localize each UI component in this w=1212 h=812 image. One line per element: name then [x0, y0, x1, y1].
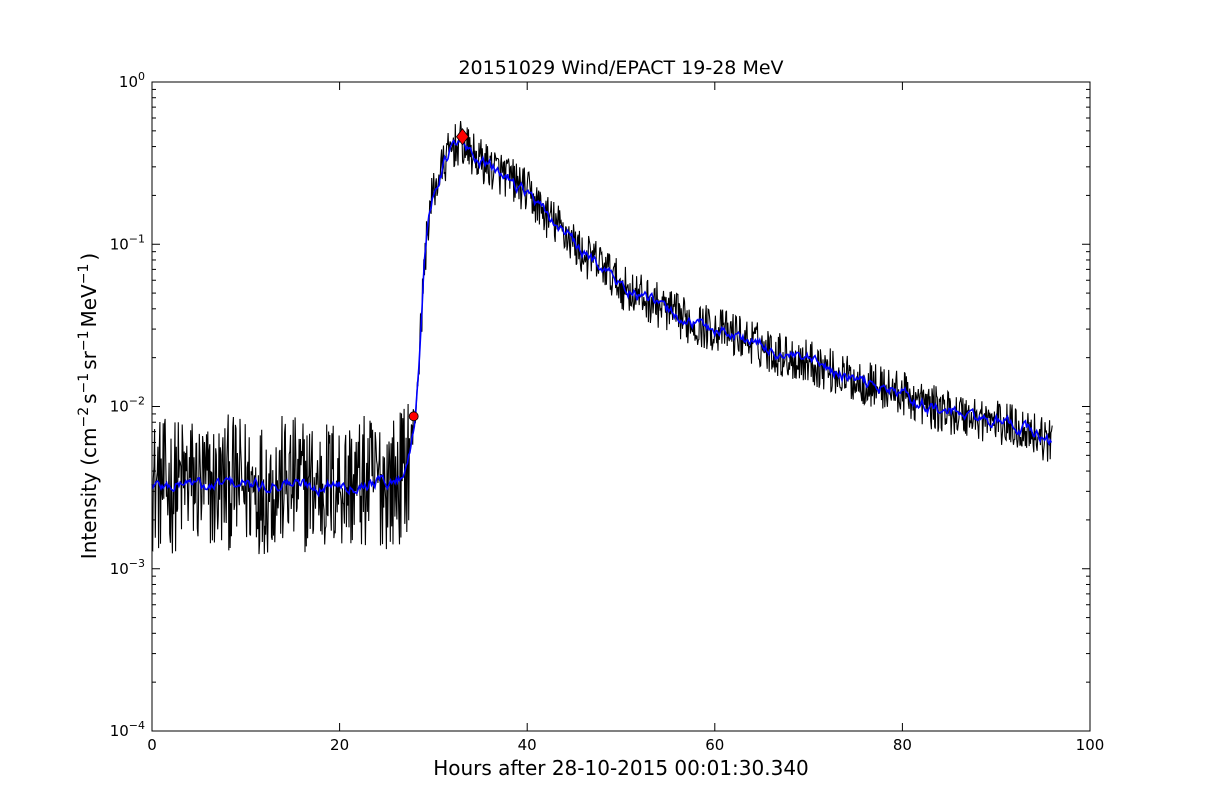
x-tick-label: 20 — [330, 736, 349, 754]
y-tick-label: 10−4 — [110, 719, 145, 740]
y-tick-label: 10−3 — [110, 557, 145, 578]
y-axis-label-part: sr — [77, 350, 101, 369]
marker-layer — [408, 128, 469, 422]
y-tick-exponent: 0 — [138, 70, 145, 83]
y-tick-base: 10 — [110, 235, 129, 253]
y-tick-exponent: −1 — [129, 232, 145, 245]
x-tick-label: 80 — [893, 736, 912, 754]
y-tick-exponent: −3 — [129, 557, 145, 570]
y-axis-label-part: −1 — [76, 373, 92, 394]
y-tick-base: 10 — [110, 560, 129, 578]
y-axis-label-part: MeV — [77, 284, 101, 328]
series-layer — [151, 120, 1053, 555]
peak-marker — [455, 128, 469, 146]
y-tick-exponent: −4 — [129, 719, 145, 732]
x-tick-label: 60 — [705, 736, 724, 754]
series-line-smoothed — [151, 135, 1053, 498]
x-axis: 0 20 40 60 80 100 — [147, 82, 1104, 754]
y-tick-base: 10 — [110, 722, 129, 740]
y-tick-base: 10 — [110, 398, 129, 416]
series-line-raw — [151, 120, 1053, 555]
y-axis-label-part: ) — [77, 253, 101, 261]
y-axis-label-part: Intensity (cm — [77, 428, 101, 560]
y-axis-label-part: −1 — [76, 264, 92, 285]
y-tick-base: 10 — [119, 73, 138, 91]
plot-area — [151, 81, 1091, 732]
y-tick-label: 10−1 — [110, 232, 145, 253]
y-axis-label-part: −2 — [76, 407, 92, 428]
x-axis-label: Hours after 28-10-2015 00:01:30.340 — [433, 756, 809, 780]
x-tick-label: 100 — [1076, 736, 1105, 754]
y-tick-label: 100 — [119, 70, 145, 91]
x-tick-label: 0 — [147, 736, 157, 754]
x-tick-label: 40 — [518, 736, 537, 754]
y-tick-exponent: −2 — [129, 395, 145, 408]
onset-marker — [408, 411, 419, 422]
y-axis-label-part: −1 — [76, 331, 92, 352]
y-tick-label: 10−2 — [110, 395, 145, 416]
chart-title: 20151029 Wind/EPACT 19-28 MeV — [458, 57, 783, 79]
y-axis-label: Intensity (cm−2s−1sr−1MeV−1) — [76, 253, 101, 559]
y-axis-label-part: s — [77, 393, 101, 403]
